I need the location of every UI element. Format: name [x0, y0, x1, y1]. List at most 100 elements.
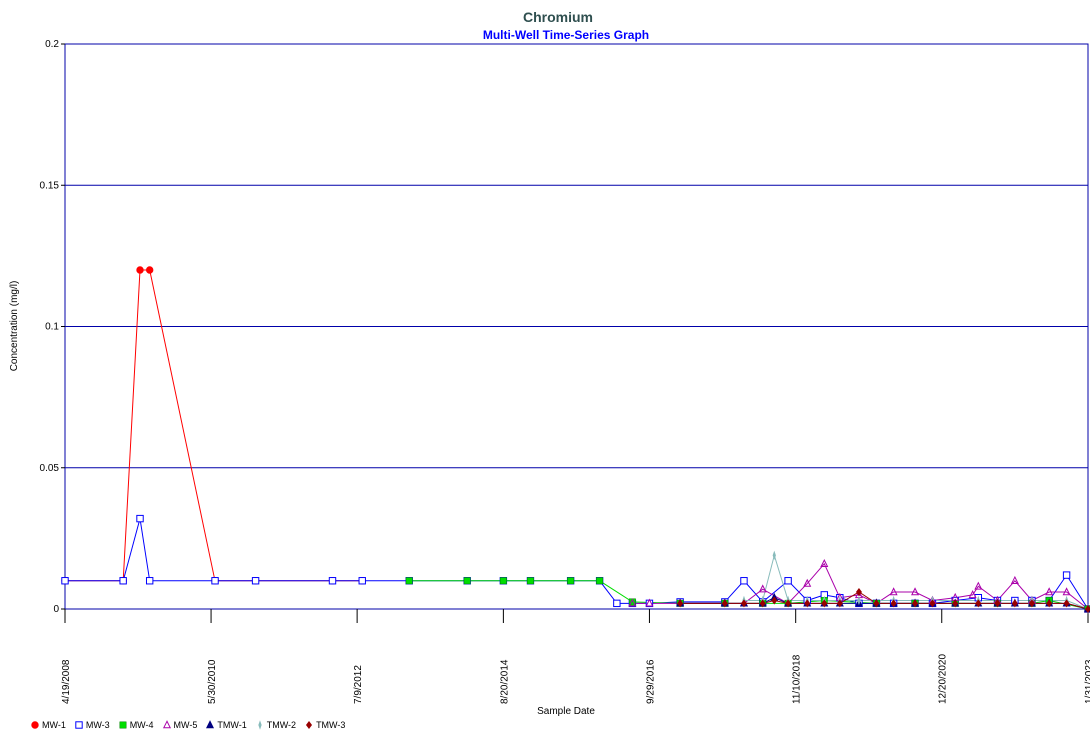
- data-point-mw-5: [911, 587, 920, 596]
- legend-marker-shape: [258, 720, 262, 730]
- chart-title: Chromium: [523, 9, 593, 25]
- data-point-mw-3: [61, 577, 69, 585]
- series-line-tmw-2: [744, 553, 1089, 610]
- data-point-tmw-3: [1063, 599, 1070, 608]
- legend-label: MW-1: [42, 720, 66, 730]
- legend-label: TMW-3: [316, 720, 346, 730]
- data-point-tmw-3: [759, 599, 766, 608]
- legend-marker: [306, 720, 313, 730]
- y-tick-label: 0.05: [40, 463, 60, 474]
- data-point-mw-5: [1062, 587, 1071, 596]
- x-tick-label: 5/30/2010: [207, 659, 218, 704]
- data-point-tmw-3: [873, 599, 880, 608]
- legend-label: MW-4: [129, 720, 154, 730]
- data-point-tmw-3: [1028, 599, 1035, 608]
- data-point-mw-3: [784, 577, 792, 585]
- data-point-tmw-2: [857, 595, 861, 606]
- legend-label: MW-3: [85, 720, 110, 730]
- x-tick-label: 1/31/2023: [1084, 659, 1090, 704]
- x-axis: 4/19/2008 5/30/2010 7/9/2012 8/20/2014 9/29/…: [61, 609, 1090, 704]
- data-point-tmw-3: [721, 599, 728, 608]
- legend-label: MW-5: [173, 720, 198, 730]
- data-point-mw-1: [145, 266, 154, 274]
- x-tick-label: 11/10/2018: [792, 654, 803, 704]
- data-point-mw-4: [463, 577, 471, 585]
- y-tick-label: 0: [53, 604, 59, 615]
- y-axis-title: Concentration (mg/l): [9, 281, 20, 372]
- legend-marker: [258, 720, 262, 730]
- legend-entry-tmw-2: TMW-2: [255, 720, 296, 730]
- data-point-mw-3: [251, 577, 260, 585]
- legend-marker-shape: [162, 720, 171, 729]
- x-axis-title: Sample Date: [537, 706, 595, 717]
- data-point-tmw-3: [771, 596, 778, 605]
- legend-label: TMW-2: [266, 720, 297, 730]
- legend-marker: [119, 721, 127, 729]
- legend-marker-shape: [119, 721, 127, 729]
- data-point-tmw-3: [975, 599, 982, 608]
- data-point-mw-3: [613, 599, 621, 608]
- data-point-tmw-3: [855, 588, 862, 597]
- legend-label: TMW-1: [217, 720, 247, 730]
- data-point-tmw-3: [836, 599, 843, 608]
- data-point-mw-3: [358, 577, 366, 585]
- legend-marker-shape: [75, 721, 83, 729]
- data-point-mw-5: [968, 590, 977, 599]
- data-point-mw-4: [499, 577, 507, 585]
- data-point-mw-5: [645, 598, 654, 607]
- chart-subtitle: Multi-Well Time-Series Graph: [483, 28, 649, 42]
- x-tick-label: 7/9/2012: [353, 665, 364, 704]
- data-point-mw-5: [803, 578, 812, 587]
- y-tick-label: 0.2: [45, 39, 59, 50]
- data-point-tmw-3: [1011, 599, 1018, 608]
- data-point-tmw-3: [994, 599, 1001, 608]
- data-point-mw-3: [211, 577, 219, 585]
- legend-entry-mw-3: MW-3: [74, 720, 110, 730]
- data-point-mw-3: [1062, 571, 1071, 579]
- data-point-mw-4: [405, 577, 413, 585]
- data-point-mw-3: [740, 577, 748, 585]
- legend: MW-1 MW-3 MW-4 MW-5 TMW-1 TMW-2 TMW-3: [30, 718, 345, 732]
- legend-marker: [162, 720, 171, 729]
- gridlines: [65, 184, 1088, 469]
- x-tick-label: 4/19/2008: [61, 659, 72, 704]
- data-point-tmw-2: [772, 550, 776, 561]
- legend-entry-mw-5: MW-5: [162, 720, 198, 730]
- data-point-mw-4: [596, 577, 604, 585]
- legend-marker: [206, 720, 215, 729]
- legend-entry-tmw-1: TMW-1: [205, 720, 247, 730]
- series-markers: [61, 266, 1090, 614]
- series-line-mw-4: [409, 580, 1089, 610]
- data-point-mw-5: [1045, 587, 1054, 596]
- series-lines: [65, 269, 1089, 610]
- data-point-mw-4: [567, 577, 575, 585]
- x-tick-label: 8/20/2014: [499, 659, 510, 704]
- data-point-tmw-3: [785, 599, 792, 608]
- legend-marker-shape: [206, 720, 215, 729]
- x-tick-label: 9/29/2016: [645, 659, 656, 704]
- legend-entry-mw-4: MW-4: [118, 720, 154, 730]
- legend-marker: [75, 721, 83, 729]
- legend-marker-shape: [306, 720, 313, 730]
- legend-entry-tmw-3: TMW-3: [304, 720, 345, 730]
- data-point-mw-3: [328, 577, 337, 585]
- series-line-mw-1: [65, 269, 363, 582]
- data-point-mw-5: [974, 581, 983, 590]
- data-point-tmw-3: [677, 599, 684, 608]
- data-point-mw-3: [136, 514, 144, 523]
- data-point-mw-5: [628, 598, 637, 607]
- data-point-tmw-3: [1046, 599, 1053, 608]
- data-point-tmw-3: [821, 599, 828, 608]
- x-tick-label: 12/20/2020: [938, 654, 949, 704]
- y-axis: 0 0.05 0.1 0.15 0.2: [40, 39, 65, 615]
- data-point-mw-4: [527, 577, 534, 585]
- y-tick-label: 0.15: [40, 180, 60, 191]
- data-point-mw-5: [820, 558, 829, 567]
- data-point-tmw-3: [804, 599, 811, 608]
- series-line-mw-3: [65, 518, 1089, 610]
- legend-marker-shape: [31, 721, 39, 729]
- y-tick-label: 0.1: [45, 322, 59, 333]
- data-point-mw-3: [145, 577, 154, 585]
- data-point-tmw-3: [929, 599, 936, 608]
